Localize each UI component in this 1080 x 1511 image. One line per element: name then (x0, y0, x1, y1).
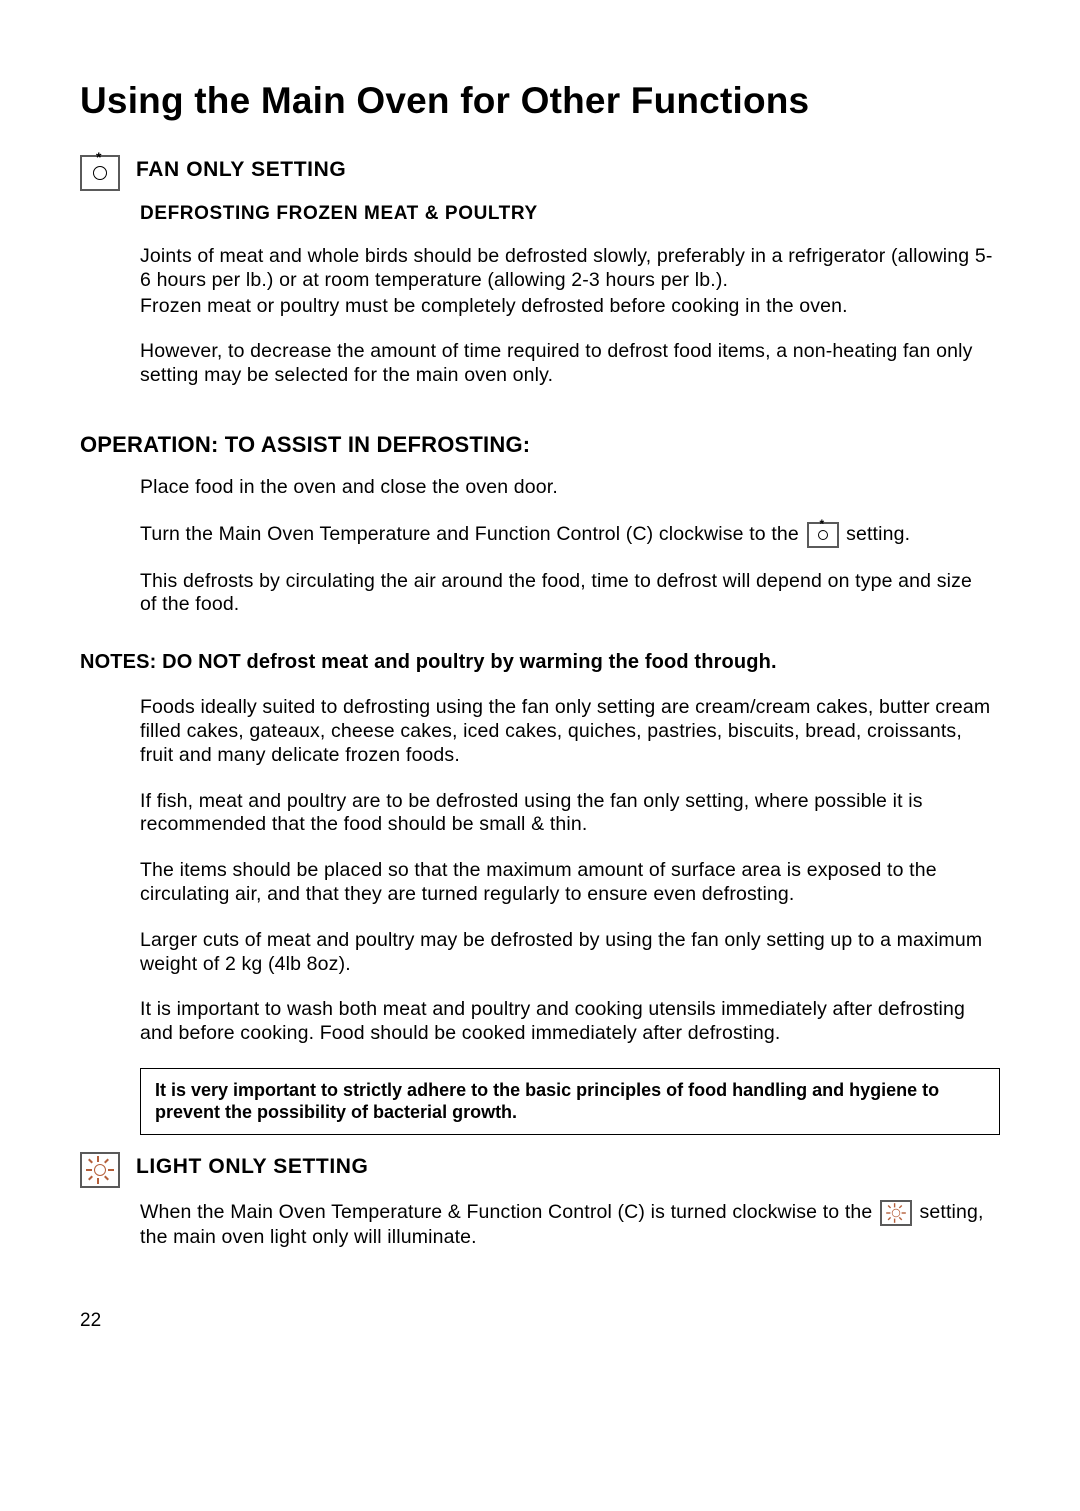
notes-p1: Foods ideally suited to defrosting using… (140, 696, 994, 767)
fan-para-3: However, to decrease the amount of time … (140, 340, 994, 388)
light-only-section-header: LIGHT ONLY SETTING (80, 1155, 1000, 1188)
fan-para-2: Frozen meat or poultry must be completel… (140, 295, 994, 319)
notes-p3: The items should be placed so that the m… (140, 859, 994, 907)
operation-p2: Turn the Main Oven Temperature and Funct… (140, 522, 994, 548)
inline-fan-icon (807, 522, 839, 548)
fan-only-heading: FAN ONLY SETTING (136, 158, 346, 182)
fan-only-section-header: FAN ONLY SETTING (80, 158, 1000, 191)
light-p1: When the Main Oven Temperature & Functio… (140, 1200, 994, 1250)
operation-p2-pre: Turn the Main Oven Temperature and Funct… (140, 523, 805, 545)
notes-p2: If fish, meat and poultry are to be defr… (140, 790, 994, 838)
notes-p5: It is important to wash both meat and po… (140, 998, 994, 1046)
defrost-subheading: DEFROSTING FROZEN MEAT & POULTRY (140, 203, 1000, 225)
light-icon (80, 1152, 120, 1188)
light-p1-pre: When the Main Oven Temperature & Functio… (140, 1201, 878, 1223)
inline-light-icon (880, 1200, 912, 1226)
fan-icon (80, 155, 120, 191)
page-number: 22 (80, 1310, 1000, 1332)
fan-para-1: Joints of meat and whole birds should be… (140, 245, 994, 293)
operation-p2-post: setting. (846, 523, 910, 545)
operation-heading: OPERATION: TO ASSIST IN DEFROSTING: (80, 432, 1000, 458)
light-only-heading: LIGHT ONLY SETTING (136, 1155, 369, 1179)
operation-p3: This defrosts by circulating the air aro… (140, 570, 994, 618)
notes-p4: Larger cuts of meat and poultry may be d… (140, 929, 994, 977)
notes-heading: NOTES: DO NOT defrost meat and poultry b… (80, 651, 1000, 674)
operation-p1: Place food in the oven and close the ove… (140, 476, 994, 500)
page-title: Using the Main Oven for Other Functions (80, 80, 1000, 122)
hygiene-callout: It is very important to strictly adhere … (140, 1068, 1000, 1135)
